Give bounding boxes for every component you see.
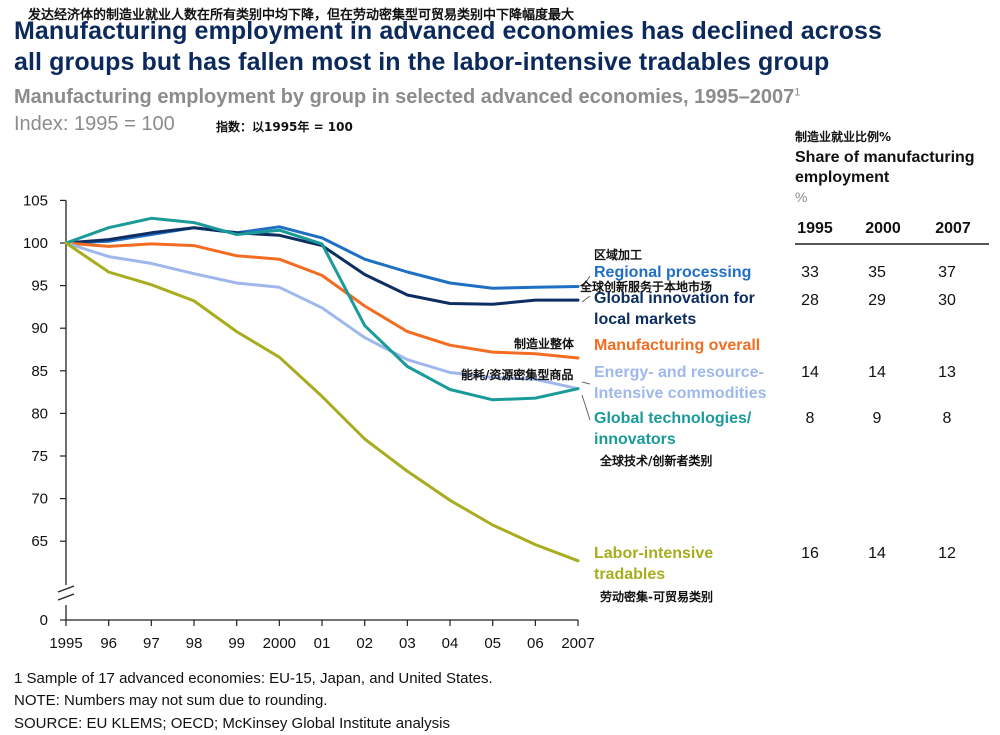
label-connector bbox=[581, 394, 591, 421]
axis-break-mark bbox=[57, 593, 75, 601]
share-col-2007: 2007 bbox=[935, 220, 971, 237]
share-cell: 8 bbox=[942, 410, 952, 427]
y-tick-label: 100 bbox=[23, 235, 48, 252]
share-col-2000: 2000 bbox=[865, 220, 901, 237]
series-line-3 bbox=[64, 241, 580, 391]
share-cell: 14 bbox=[801, 364, 819, 381]
x-tick-label: 05 bbox=[484, 635, 501, 652]
x-tick-label: 06 bbox=[527, 635, 544, 652]
share-cell: 9 bbox=[872, 410, 882, 427]
y-tick-label: 105 bbox=[23, 192, 48, 209]
series-label-regional-processing: Regional processing bbox=[594, 264, 752, 281]
series-line-0 bbox=[64, 225, 580, 290]
share-cell: 16 bbox=[801, 545, 819, 562]
x-tick-label: 96 bbox=[100, 635, 117, 652]
y-tick-label: 80 bbox=[31, 405, 48, 422]
x-tick-label: 2007 bbox=[561, 635, 594, 652]
subtitle-text: Manufacturing employment by group in sel… bbox=[14, 86, 795, 108]
chart-title-line-1: Manufacturing employment in advanced eco… bbox=[14, 17, 882, 45]
x-tick-label: 1995 bbox=[49, 635, 82, 652]
y-tick-label: 0 bbox=[40, 612, 48, 629]
series-label-global-innovation: Global innovation for local markets bbox=[594, 290, 755, 328]
share-cell: 13 bbox=[938, 364, 956, 381]
footnote-note: NOTE: Numbers may not sum due to roundin… bbox=[14, 692, 328, 709]
share-cell: 12 bbox=[938, 545, 956, 562]
index-label: Index: 1995 = 100 bbox=[14, 113, 175, 135]
axis-break-mark bbox=[57, 585, 75, 593]
y-tick-label: 95 bbox=[31, 278, 48, 295]
share-cell: 8 bbox=[805, 410, 815, 427]
y-tick-label: 70 bbox=[31, 491, 48, 508]
label-connector bbox=[581, 381, 591, 385]
series-label-cn-global-technologies: 全球技术/创新者类别 bbox=[600, 454, 713, 468]
share-table-unit: % bbox=[795, 189, 808, 205]
label-connector bbox=[581, 295, 591, 303]
chart-subtitle: Manufacturing employment by group in sel… bbox=[14, 86, 800, 109]
x-tick-label: 01 bbox=[314, 635, 331, 652]
x-tick-label: 03 bbox=[399, 635, 416, 652]
series-label-energy-resource: Energy- and resource-Intensive commoditi… bbox=[594, 364, 767, 402]
share-cell: 14 bbox=[868, 364, 886, 381]
series-label-cn-manufacturing-overall: 制造业整体 bbox=[514, 337, 575, 351]
series-label-cn-regional-processing: 区域加工 bbox=[594, 248, 643, 262]
series-label-cn-global-innovation: 全球创新服务于本地市场 bbox=[580, 280, 713, 294]
series-label-global-technologies: Global technologies/ innovators bbox=[594, 410, 752, 448]
x-tick-label: 99 bbox=[228, 635, 245, 652]
footnote-1: 1 Sample of 17 advanced economies: EU-15… bbox=[14, 670, 493, 687]
share-cell: 29 bbox=[868, 292, 886, 309]
footnote-source: SOURCE: EU KLEMS; OECD; McKinsey Global … bbox=[14, 715, 450, 732]
share-cell: 28 bbox=[801, 292, 819, 309]
series-label-cn-labor-intensive: 劳动密集-可贸易类别 bbox=[600, 590, 713, 604]
share-cell: 37 bbox=[938, 264, 956, 281]
share-cell: 14 bbox=[868, 545, 886, 562]
subtitle-footnote-mark: 1 bbox=[794, 86, 801, 99]
x-tick-label: 98 bbox=[186, 635, 203, 652]
series-label-labor-intensive: Labor-intensive tradables bbox=[594, 545, 714, 583]
y-tick-label: 85 bbox=[31, 363, 48, 380]
chart-title-cn: 发达经济体的制造业就业人数在所有类别中均下降，但在劳动密集型可贸易类别中下降幅度… bbox=[28, 8, 575, 23]
y-tick-label: 75 bbox=[31, 448, 48, 465]
series-line-4 bbox=[64, 216, 580, 402]
share-col-1995: 1995 bbox=[797, 220, 833, 237]
chart-title-line-2: all groups but has fallen most in the la… bbox=[14, 48, 830, 76]
share-table-title: Share of manufacturing employment bbox=[795, 149, 975, 186]
series-label-manufacturing-overall: Manufacturing overall bbox=[594, 337, 761, 354]
label-connector bbox=[581, 275, 591, 289]
y-tick-label: 65 bbox=[31, 533, 48, 550]
share-table-rule bbox=[795, 243, 989, 245]
index-label-cn: 指数：以1995年 = 100 bbox=[216, 120, 353, 134]
y-tick-label: 90 bbox=[31, 320, 48, 337]
x-tick-label: 2000 bbox=[263, 635, 296, 652]
x-tick-label: 97 bbox=[143, 635, 160, 652]
share-cell: 35 bbox=[868, 264, 886, 281]
series-label-cn-energy-resource: 能耗/资源密集型商品 bbox=[461, 368, 574, 382]
series-line-2 bbox=[64, 241, 580, 360]
share-table-title-cn: 制造业就业比例% bbox=[795, 130, 892, 144]
share-cell: 33 bbox=[801, 264, 819, 281]
x-tick-label: 04 bbox=[442, 635, 459, 652]
series-line-5 bbox=[64, 241, 580, 563]
x-tick-label: 02 bbox=[356, 635, 373, 652]
share-cell: 30 bbox=[938, 292, 956, 309]
